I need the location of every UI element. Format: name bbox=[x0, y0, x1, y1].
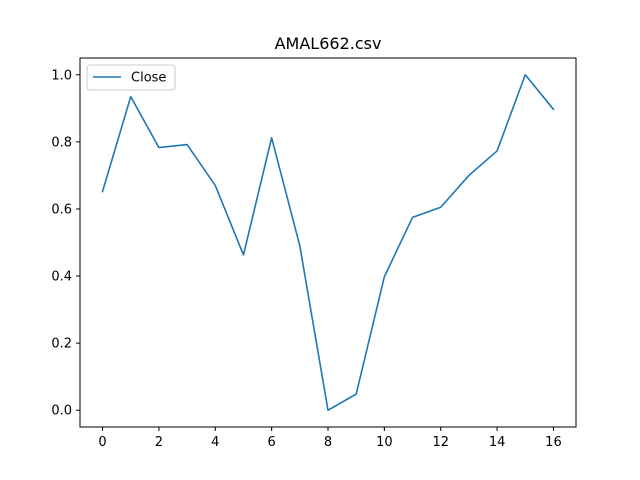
y-tick-label: 0.0 bbox=[51, 404, 72, 419]
x-tick-label: 0 bbox=[98, 435, 106, 450]
x-tick-label: 8 bbox=[324, 435, 332, 450]
series-line-close bbox=[101, 73, 555, 412]
x-tick-label: 14 bbox=[489, 435, 506, 450]
x-tick-label: 4 bbox=[211, 435, 219, 450]
legend-label: Close bbox=[131, 71, 166, 86]
x-tick-label: 12 bbox=[432, 435, 449, 450]
legend-box bbox=[86, 64, 176, 91]
legend: Close bbox=[86, 64, 176, 91]
y-axis-ticks: 0.0 0.2 0.4 0.6 0.8 1.0 bbox=[51, 68, 80, 419]
y-tick-label: 0.6 bbox=[51, 202, 72, 217]
plot-frame bbox=[79, 57, 577, 428]
plot-lines bbox=[101, 73, 555, 412]
chart-title: AMAL662.csv bbox=[275, 34, 382, 53]
y-tick-label: 0.4 bbox=[51, 270, 72, 285]
y-tick-label: 0.8 bbox=[51, 135, 72, 150]
y-tick-label: 1.0 bbox=[51, 68, 72, 83]
x-tick-label: 10 bbox=[376, 435, 393, 450]
x-tick-label: 6 bbox=[267, 435, 275, 450]
x-tick-label: 16 bbox=[545, 435, 562, 450]
x-tick-label: 2 bbox=[155, 435, 163, 450]
x-axis-ticks: 0 2 4 6 8 10 12 14 16 bbox=[98, 427, 562, 450]
y-tick-label: 0.2 bbox=[51, 337, 72, 352]
